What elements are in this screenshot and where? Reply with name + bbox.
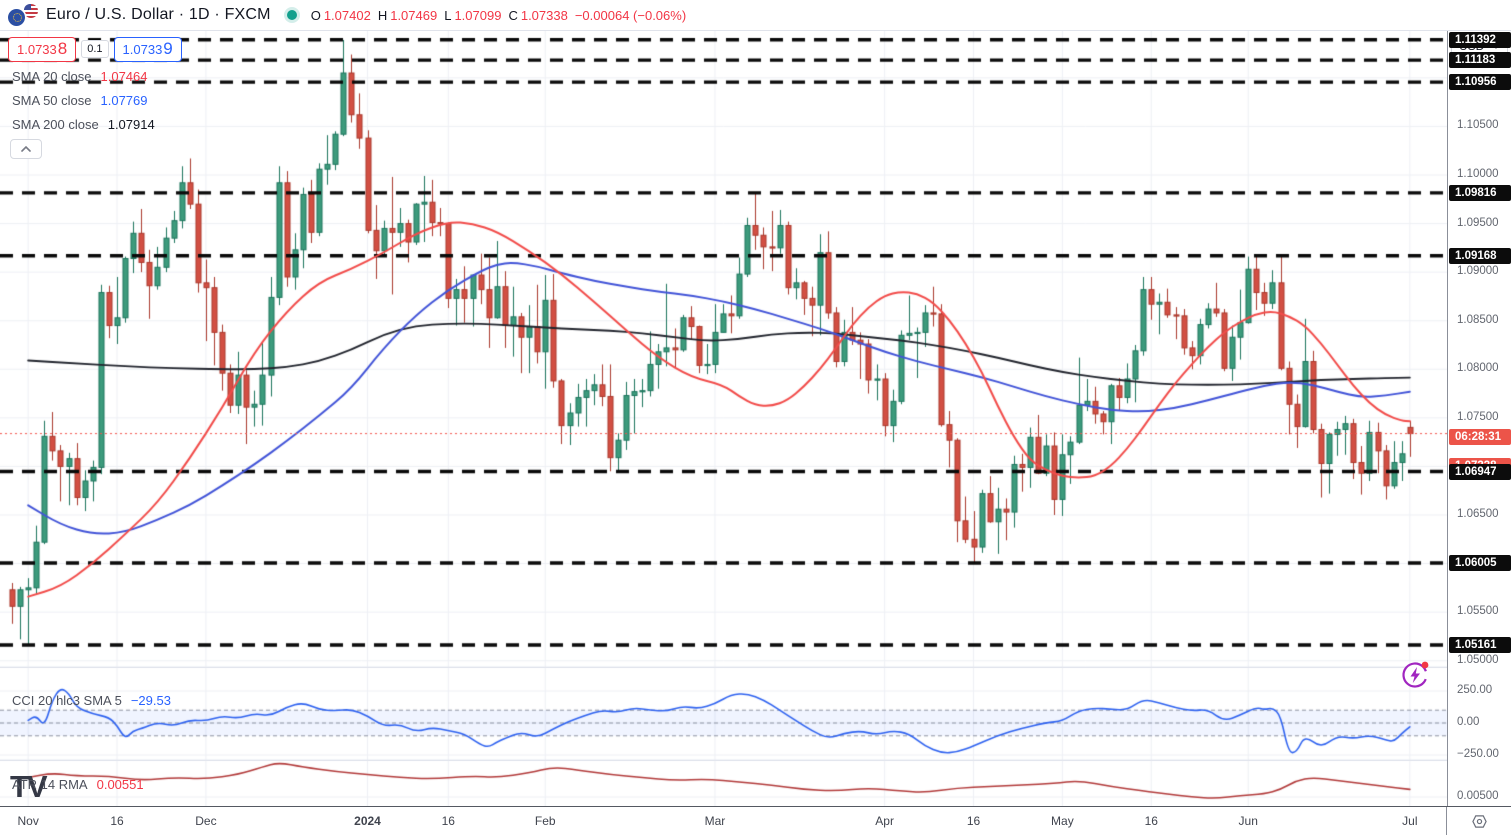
legend-sma50[interactable]: SMA 50 close 1.07769 (12, 90, 148, 110)
change-value: −0.00064 (−0.06%) (574, 7, 687, 23)
cci-tick: 0.00 (1457, 716, 1480, 728)
level-price-label: 1.10956 (1449, 74, 1511, 91)
eu-flag-icon (8, 9, 25, 26)
axis-corner (1446, 807, 1511, 835)
level-price-label: 1.11183 (1449, 52, 1511, 69)
level-price-label: 1.09816 (1449, 184, 1511, 201)
symbol-title[interactable]: Euro / U.S. Dollar · 1D · FXCM (46, 6, 271, 23)
time-label: Dec (195, 814, 217, 828)
time-label: Nov (17, 814, 39, 828)
sma200-label: SMA 200 close (12, 116, 99, 132)
instant-trading-button[interactable] (1400, 658, 1432, 690)
legend-cci[interactable]: CCI 20 hlc3 SMA 5 −29.53 (12, 690, 171, 710)
high-value: 1.07469 (390, 7, 438, 23)
cci-tick: 250.00 (1457, 684, 1493, 696)
close-value: 1.07338 (520, 7, 568, 23)
time-label: 16 (1144, 814, 1158, 828)
price-tick: 1.09500 (1457, 216, 1499, 229)
open-value: 1.07402 (323, 7, 371, 23)
time-label: 16 (966, 814, 981, 828)
sma50-value: 1.07769 (100, 92, 148, 108)
time-label: May (1051, 814, 1074, 828)
time-axis[interactable]: Nov 16 Dec 2024 16 Feb Mar Apr 16 May 16 Jun Jul (0, 806, 1511, 835)
price-tick: 1.09000 (1457, 265, 1499, 278)
buy-button[interactable]: 1.0733 9 (113, 36, 182, 62)
collapse-legend-button[interactable] (10, 139, 42, 159)
sma50-label: SMA 50 close (12, 92, 92, 108)
price-scale-settings-icon[interactable] (1471, 814, 1487, 829)
price-tick: 1.06500 (1457, 507, 1499, 520)
level-price-label: 1.11392 (1449, 31, 1511, 48)
atr-value: 0.00551 (96, 776, 144, 792)
atr-tick: 0.00500 (1457, 790, 1499, 802)
currency-pair-icon (8, 4, 38, 26)
price-tick: 1.05000 (1457, 653, 1499, 666)
sma20-label: SMA 20 close (12, 68, 92, 84)
chart-panes: 1.0733 8 0.1 1.0733 9 SMA 20 close 1.07464… (0, 30, 1447, 806)
low-label: L (444, 7, 452, 23)
time-label: 16 (110, 814, 124, 828)
pane-separator-cci[interactable] (0, 667, 1511, 668)
time-label: Jul (1402, 814, 1418, 828)
price-tick: 1.07500 (1457, 410, 1499, 423)
price-tick: 1.05500 (1457, 605, 1499, 618)
chevron-up-icon (21, 146, 31, 152)
trade-panel: 1.0733 8 0.1 1.0733 9 (8, 36, 182, 62)
price-tick: 1.08500 (1457, 313, 1499, 326)
sma20-value: 1.07464 (100, 68, 148, 84)
tradingview-watermark-logo: TV (10, 769, 48, 804)
level-price-label: 1.05161 (1449, 637, 1511, 654)
price-tick: 1.10000 (1457, 168, 1499, 180)
low-value: 1.07099 (454, 7, 502, 23)
time-label: 16 (441, 814, 455, 828)
sma200-value: 1.07914 (107, 116, 155, 132)
price-tick: 1.08000 (1457, 362, 1499, 375)
spread-value: 0.1 (81, 40, 109, 58)
price-tick: 1.10500 (1457, 119, 1499, 132)
legend-atr[interactable]: ATR 14 RMA 0.00551 (12, 774, 144, 794)
legend-sma20[interactable]: SMA 20 close 1.07464 (12, 66, 148, 86)
chart-header: Euro / U.S. Dollar · 1D · FXCM O 1.07402 … (0, 0, 1511, 31)
us-flag-icon (24, 4, 38, 18)
time-label: Jun (1238, 814, 1258, 828)
bar-countdown-label: 06:28:31 (1449, 429, 1511, 446)
time-label: Apr (875, 814, 894, 828)
price-chart-canvas[interactable] (0, 30, 1447, 806)
level-price-label: 1.06947 (1449, 463, 1511, 480)
legend-sma200[interactable]: SMA 200 close 1.07914 (12, 114, 155, 134)
time-label: Mar (704, 814, 726, 828)
cci-label: CCI 20 hlc3 SMA 5 (12, 692, 122, 708)
level-price-label: 1.09168 (1449, 247, 1511, 264)
sell-button[interactable]: 1.0733 8 (8, 36, 77, 62)
level-price-label: 1.06005 (1449, 555, 1511, 572)
lightning-bolt-icon (1410, 667, 1420, 683)
time-label: Feb (534, 814, 556, 828)
close-label: C (508, 7, 518, 23)
price-axis[interactable]: USD 1.105001.100001.095001.090001.085001… (1447, 30, 1511, 806)
open-label: O (310, 7, 321, 23)
atr-label: ATR 14 RMA (12, 776, 88, 792)
sell-price: 1.0733 (17, 41, 57, 57)
cci-value: −29.53 (130, 692, 171, 708)
market-status-dot[interactable] (286, 10, 297, 20)
ohlc-values: O 1.07402 H 1.07469 L 1.07099 C 1.07338 −0.0… (311, 8, 686, 23)
buy-price-big-digit: 9 (163, 38, 173, 58)
high-label: H (377, 7, 388, 23)
buy-price: 1.0733 (122, 41, 163, 57)
cci-tick: −250.00 (1457, 748, 1499, 760)
notification-dot (1421, 661, 1429, 669)
pane-separator-atr[interactable] (0, 760, 1511, 761)
sell-price-big-digit: 8 (57, 38, 68, 58)
time-label: 2024 (354, 814, 381, 828)
